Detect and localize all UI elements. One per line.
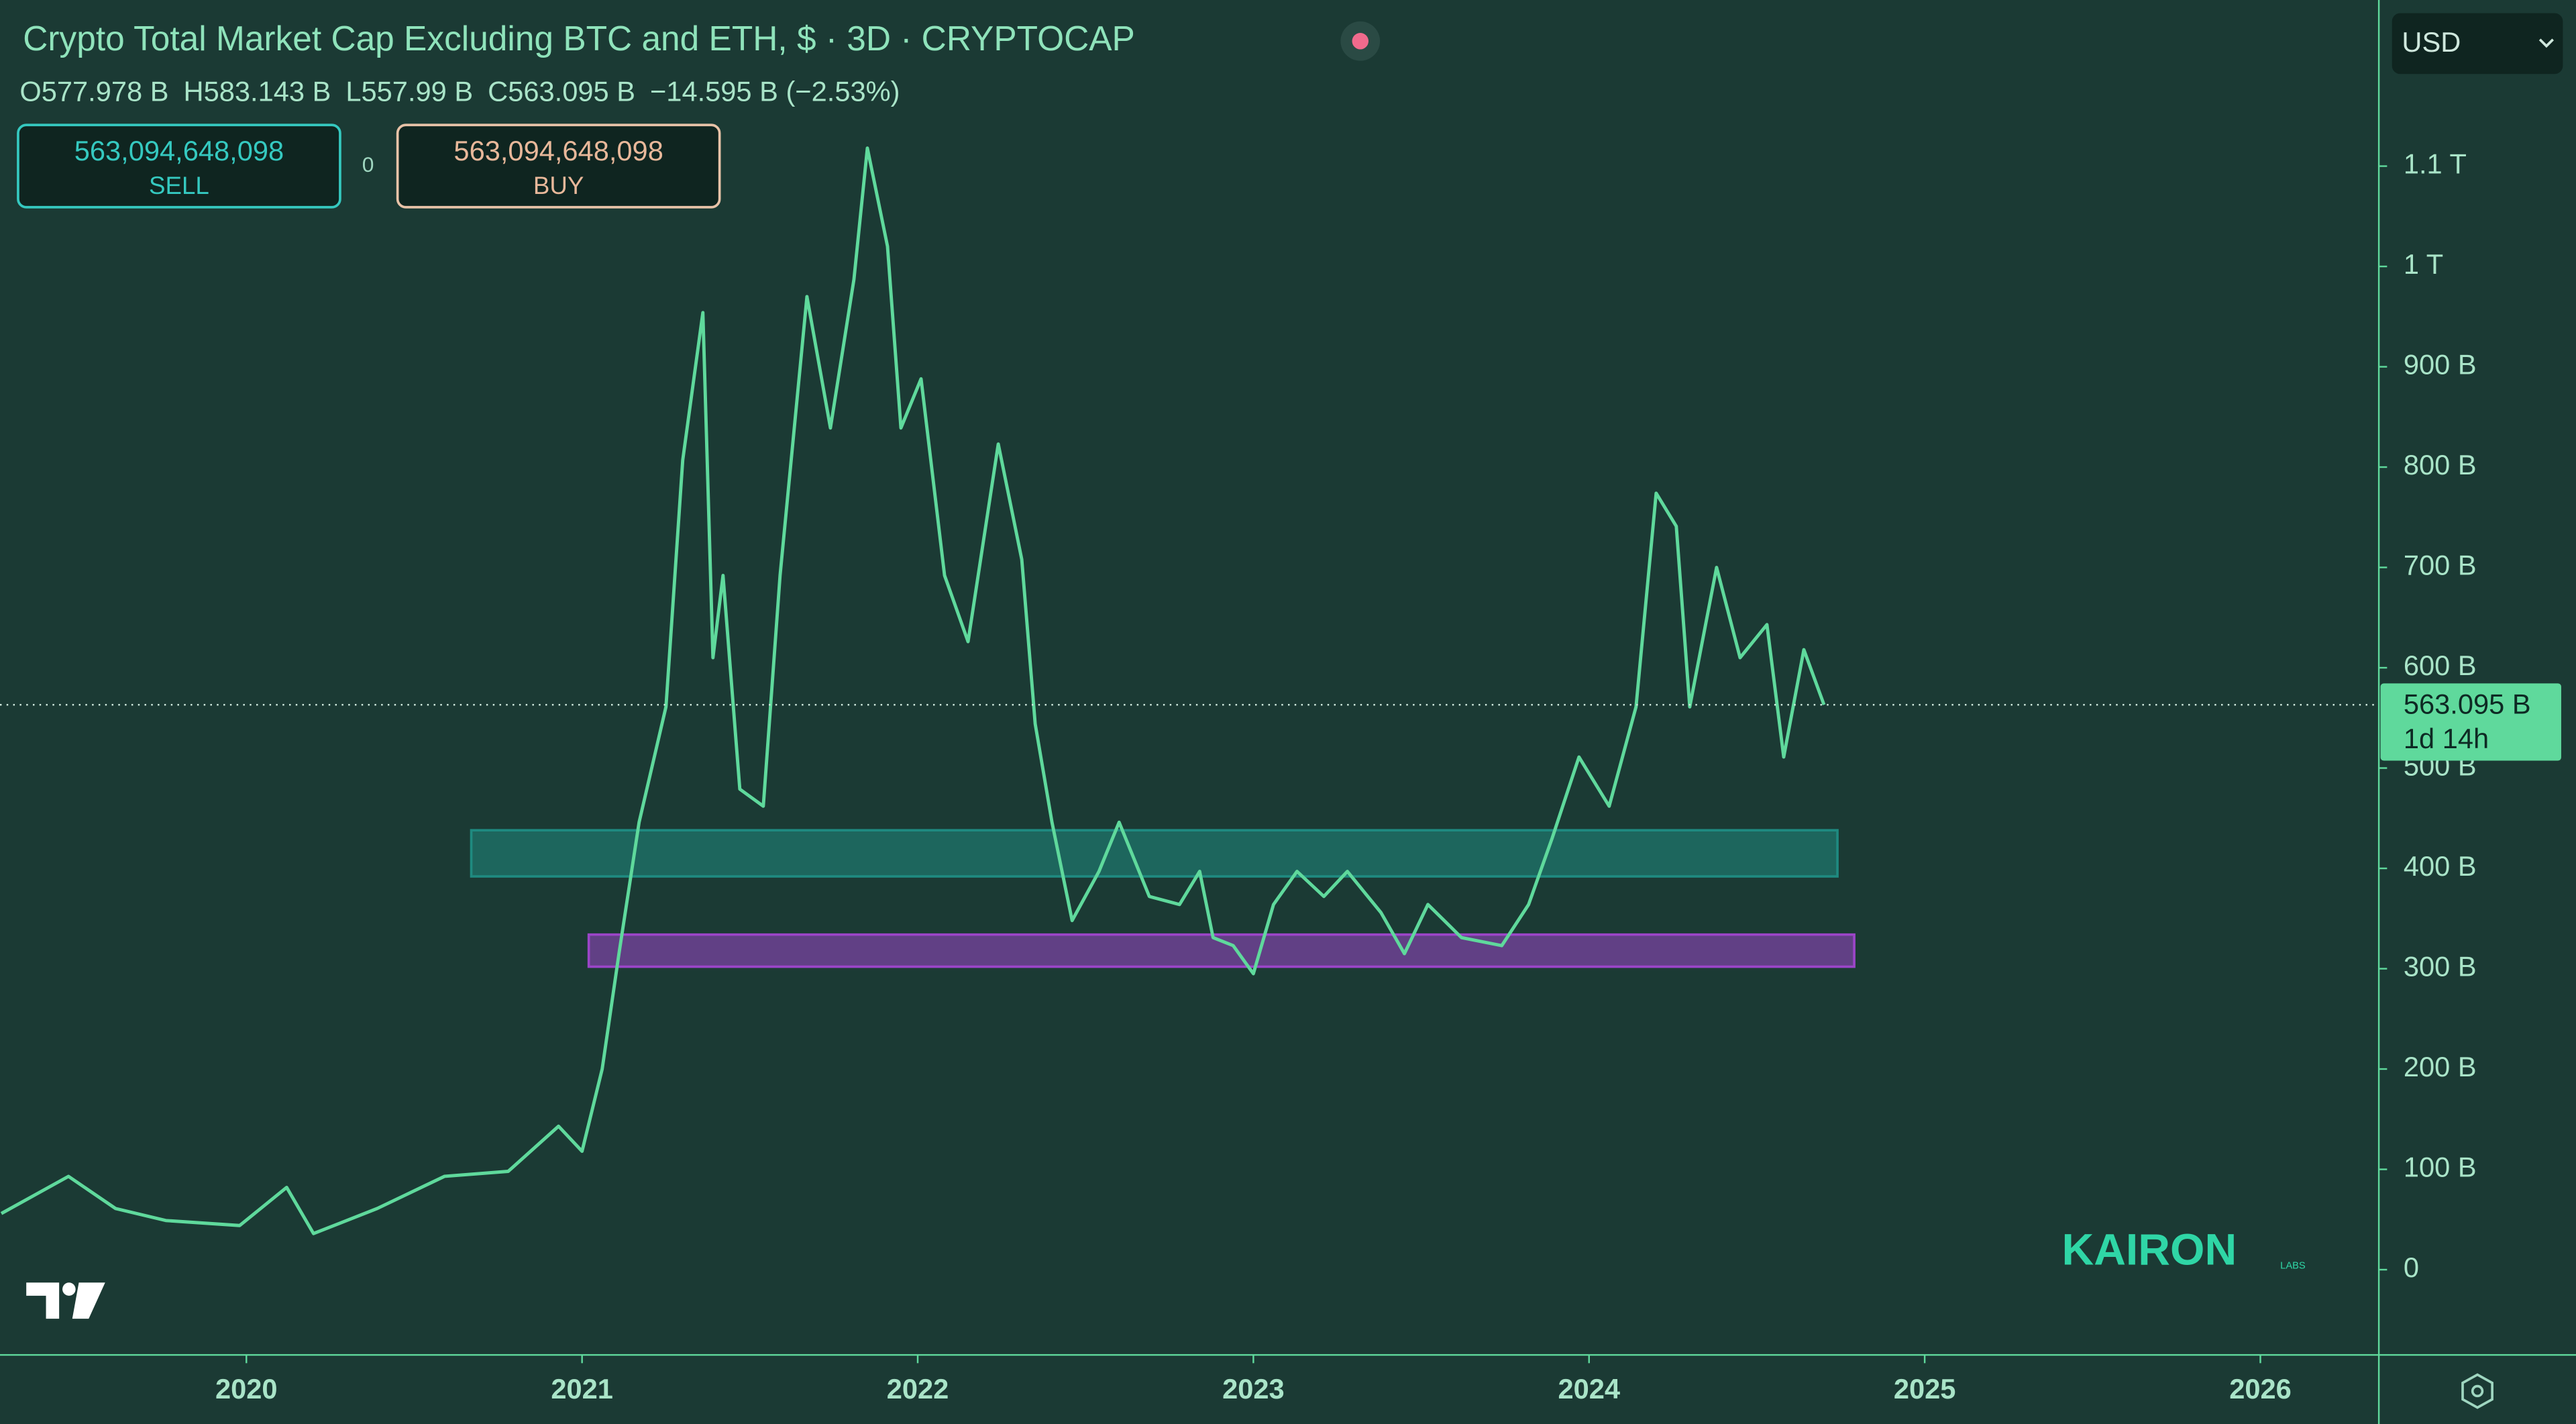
spread: 0 [362,152,374,176]
y-tick-label: 300 B [2404,951,2477,982]
y-tick-label: 800 B [2404,449,2477,480]
y-tick-label: 900 B [2404,349,2477,380]
x-tick-label: 2022 [887,1373,949,1405]
dropdown-arrow [2538,38,2555,48]
countdown: 1d 14h [2404,723,2489,754]
x-tick-label: 2026 [2229,1373,2292,1405]
currency-selector[interactable] [2392,13,2563,74]
ohlc-value: L557.99 B [345,76,473,107]
zone [470,829,1839,878]
ohlc-row: O577.978 B H583.143 B L557.99 B C563.095 B −… [19,76,900,107]
plot-area [0,146,2379,1235]
tv-logo-part [62,1282,76,1296]
live-indicator [1352,33,1368,50]
buy-price: 563,094,648,098 [453,135,663,166]
ohlc-value: H583.143 B [184,76,331,107]
last-price-tag [2380,683,2561,761]
watermark-sub: LABS [2280,1261,2306,1272]
sell-button[interactable] [17,123,341,209]
y-tick-label: 100 B [2404,1152,2477,1183]
x-tick-label: 2020 [215,1373,278,1405]
ohlc-value: C563.095 B [488,76,635,107]
buy-button[interactable] [396,123,721,209]
x-tick-label: 2024 [1558,1373,1620,1405]
y-tick-label: 1.1 T [2404,148,2467,180]
chart-title: Crypto Total Market Cap Excluding BTC an… [23,19,1135,58]
y-tick-label: 600 B [2404,650,2477,681]
sell-price: 563,094,648,098 [74,135,284,166]
tv-logo [26,1282,105,1319]
ohlc-value: −14.595 B (−2.53%) [650,76,900,107]
x-tick-label: 2023 [1222,1373,1285,1405]
price-line [0,146,1826,1235]
watermark: KAIRON [2061,1225,2237,1275]
settings-icon [2471,1384,2484,1398]
sell-label: SELL [149,172,209,199]
tv-logo-part [26,1282,60,1319]
y-tick-label: 1 T [2404,248,2443,280]
buy-label: BUY [533,172,584,199]
y-tick-label: 200 B [2404,1051,2477,1082]
x-tick-label: 2021 [551,1373,613,1405]
x-tick-label: 2025 [1894,1373,1956,1405]
last-price-label: 563.095 B [2404,689,2531,720]
y-tick-label: 700 B [2404,550,2477,581]
settings-button[interactable] [2461,1373,2493,1409]
ohlc-value: O577.978 B [19,76,168,107]
zone [587,933,1856,968]
tv-logo-part [72,1282,105,1319]
y-tick-label: 0 [2404,1252,2419,1283]
y-tick-label: 400 B [2404,850,2477,882]
currency: USD [2402,26,2461,58]
